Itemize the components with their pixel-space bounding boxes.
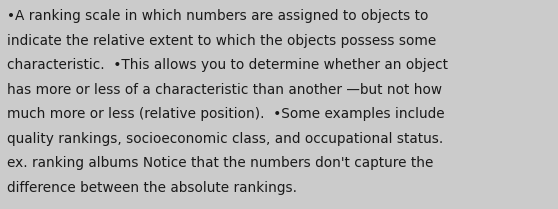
Text: indicate the relative extent to which the objects possess some: indicate the relative extent to which th… bbox=[7, 34, 436, 48]
Text: much more or less (relative position).  •Some examples include: much more or less (relative position). •… bbox=[7, 107, 444, 121]
Text: characteristic.  •This allows you to determine whether an object: characteristic. •This allows you to dete… bbox=[7, 58, 448, 72]
Text: has more or less of a characteristic than another —but not how: has more or less of a characteristic tha… bbox=[7, 83, 442, 97]
Text: ex. ranking albums Notice that the numbers don't capture the: ex. ranking albums Notice that the numbe… bbox=[7, 156, 433, 170]
Text: quality rankings, socioeconomic class, and occupational status.: quality rankings, socioeconomic class, a… bbox=[7, 132, 443, 146]
Text: •A ranking scale in which numbers are assigned to objects to: •A ranking scale in which numbers are as… bbox=[7, 9, 428, 23]
Text: difference between the absolute rankings.: difference between the absolute rankings… bbox=[7, 181, 297, 195]
